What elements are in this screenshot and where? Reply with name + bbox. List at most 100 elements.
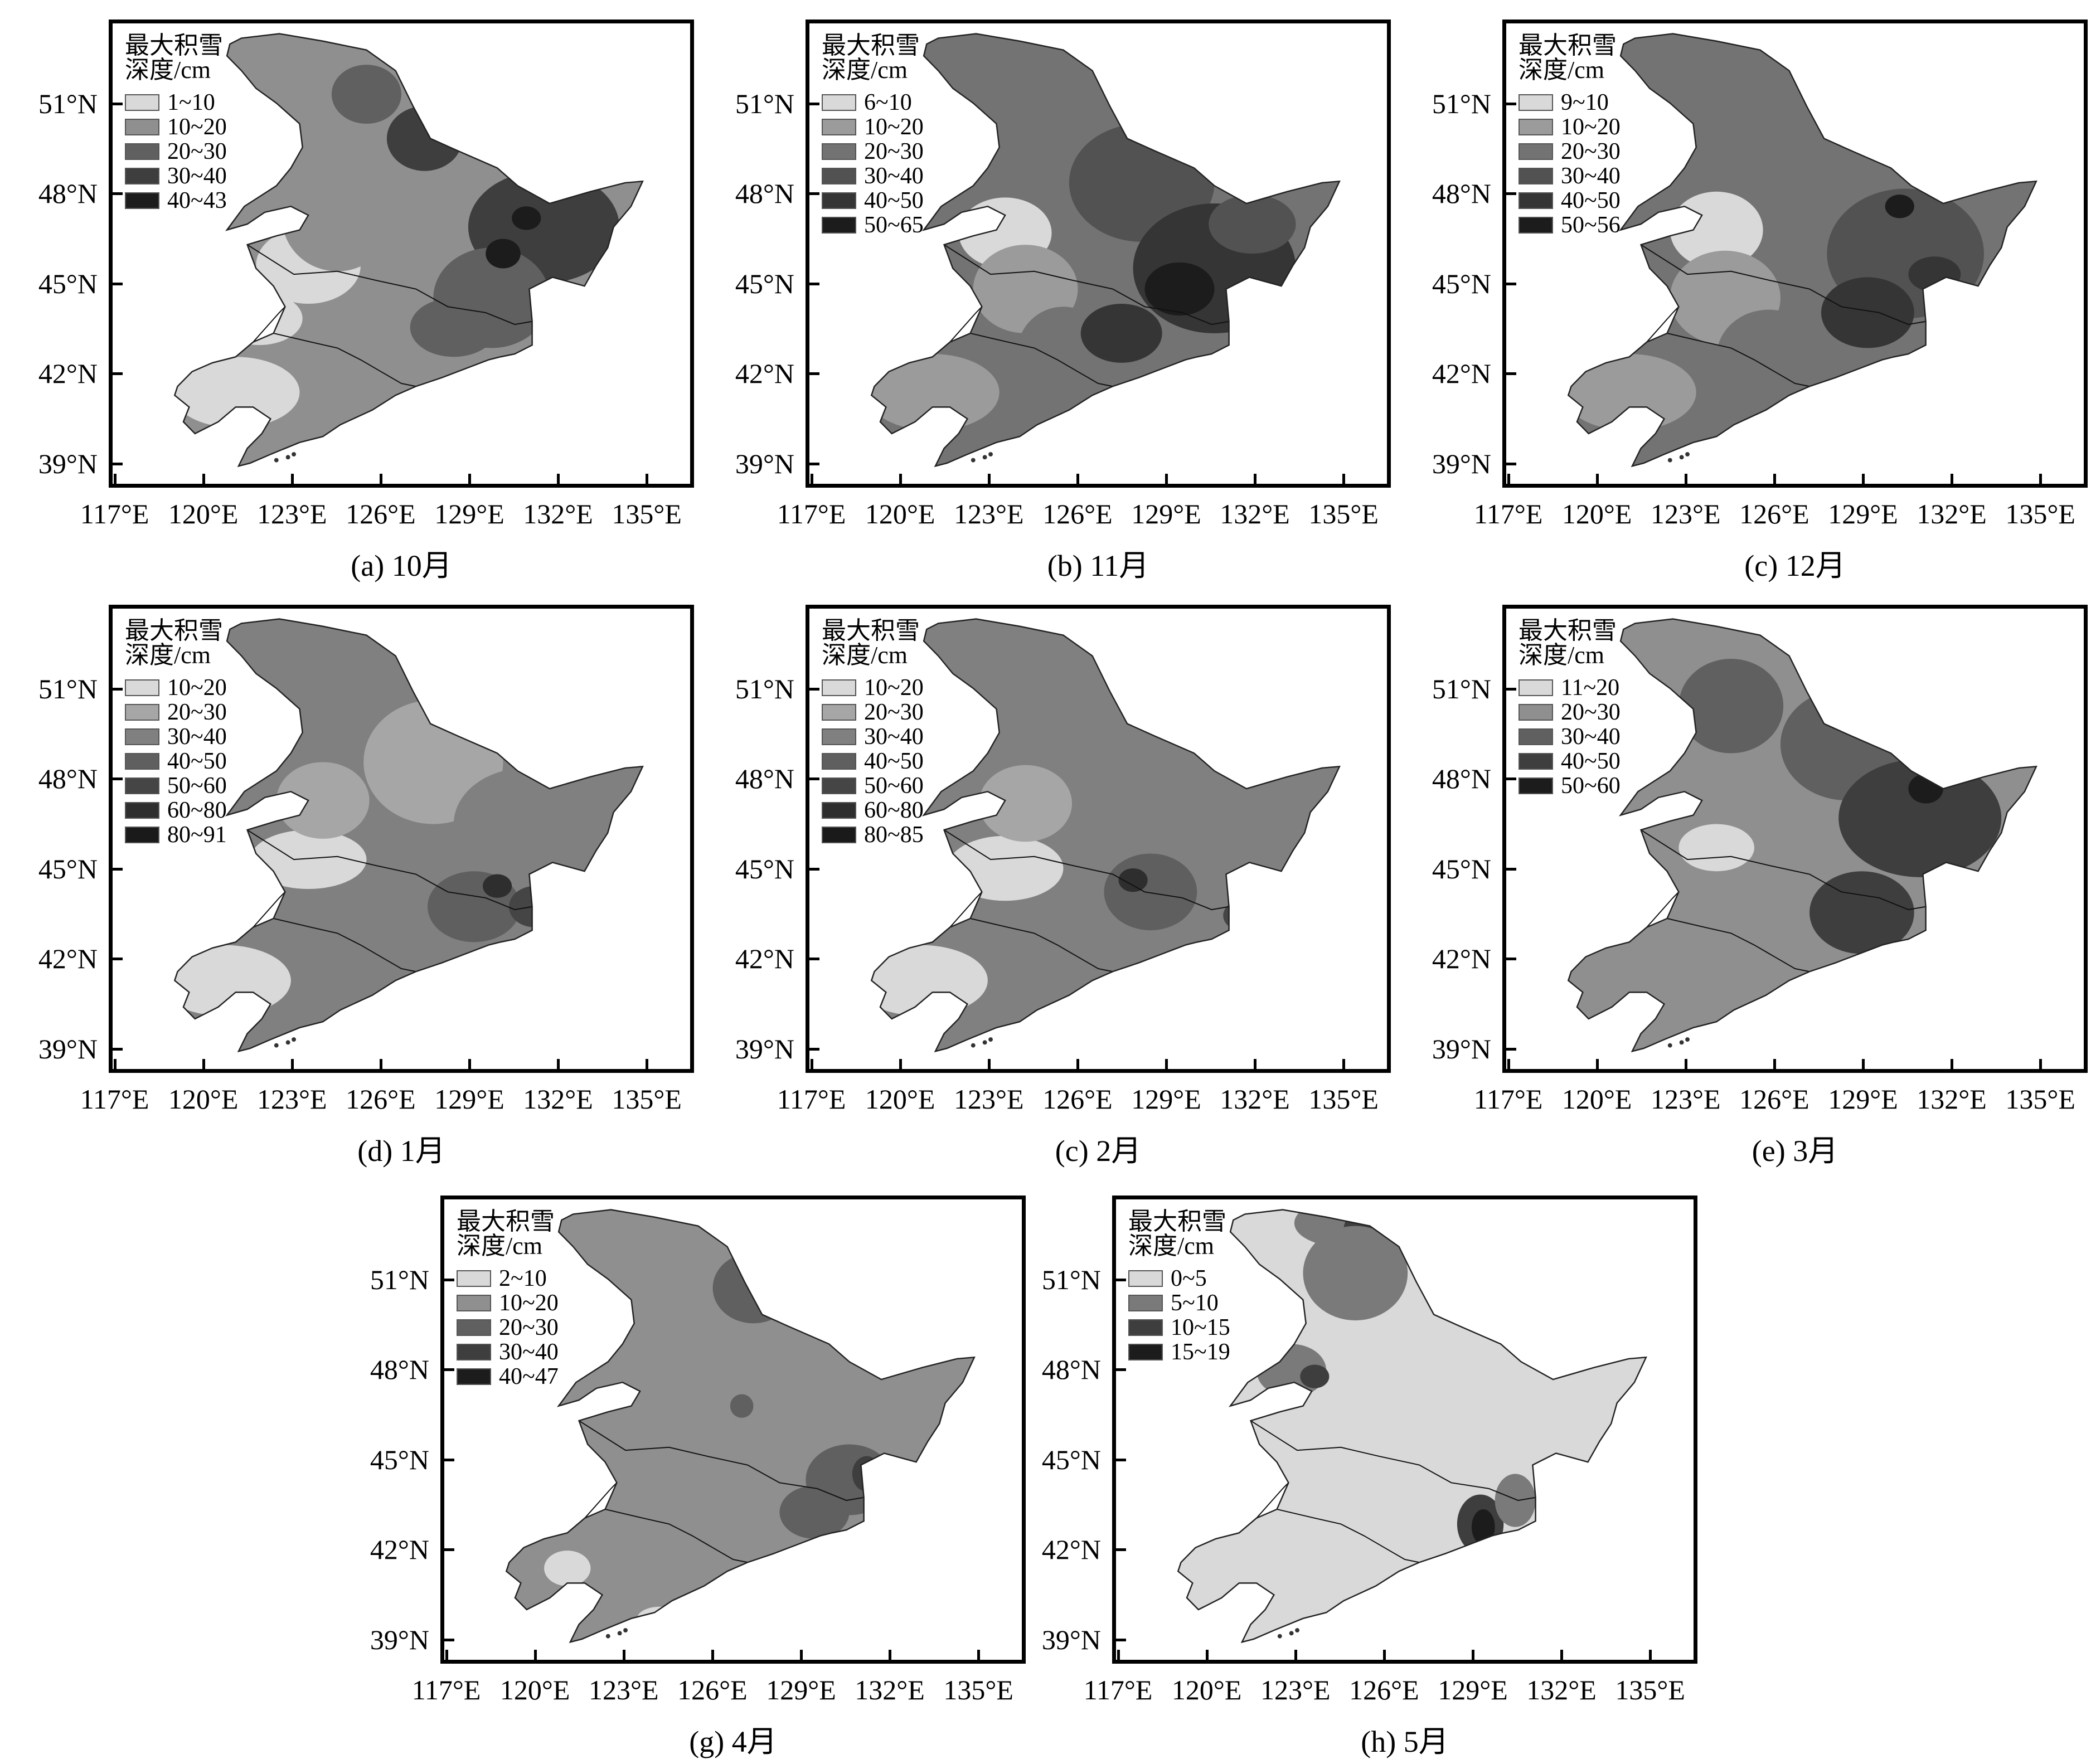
map-frame: 最大积雪 深度/cm 10~20 20~30 30~40 40~50 50~60 60~80 8… bbox=[109, 605, 694, 1073]
legend-label: 10~20 bbox=[167, 675, 227, 701]
island bbox=[1667, 1043, 1672, 1048]
legend-swatch bbox=[1128, 1295, 1163, 1311]
contour-zone bbox=[1583, 939, 1699, 1010]
y-tick-label: 39°N bbox=[735, 1033, 794, 1065]
legend-unit: 深度/cm bbox=[125, 56, 211, 84]
contour-zone bbox=[1838, 759, 2002, 877]
contour-zone bbox=[637, 1606, 684, 1631]
island bbox=[1289, 1631, 1294, 1636]
x-tick-mark bbox=[1076, 1059, 1079, 1069]
legend-swatch bbox=[457, 1319, 491, 1336]
legend-item: 50~60 bbox=[1518, 774, 1621, 798]
legend-swatch bbox=[822, 168, 856, 184]
region-fill bbox=[871, 33, 1340, 466]
x-tick-mark bbox=[1076, 474, 1079, 484]
y-tick-mark bbox=[113, 958, 123, 961]
x-tick-label: 117°E bbox=[80, 1083, 149, 1115]
legend-item: 10~20 bbox=[822, 115, 924, 139]
contour-zone bbox=[532, 903, 556, 927]
x-tick-label: 132°E bbox=[1220, 1083, 1290, 1115]
panel-caption: (a) 10月 bbox=[351, 549, 452, 582]
x-tick-mark bbox=[1165, 474, 1168, 484]
contour-zone bbox=[326, 880, 413, 975]
legend-label: 60~80 bbox=[864, 798, 924, 823]
y-tick-label: 48°N bbox=[370, 1354, 429, 1386]
x-tick-mark bbox=[468, 1059, 471, 1069]
x-tick-mark bbox=[1205, 1650, 1209, 1660]
x-tick-label: 126°E bbox=[1739, 498, 1809, 529]
panel-caption: (c) 2月 bbox=[1055, 1134, 1142, 1168]
contour-zone bbox=[730, 1394, 754, 1418]
x-tick-mark bbox=[445, 1650, 448, 1660]
province-boundary bbox=[253, 306, 286, 343]
contour-zone bbox=[483, 874, 512, 898]
y-tick-mark bbox=[1116, 1278, 1126, 1281]
legend-item: 10~20 bbox=[125, 676, 227, 700]
contour-zone bbox=[544, 1551, 591, 1586]
legend-swatch bbox=[1518, 217, 1553, 234]
y-tick-label: 45°N bbox=[38, 268, 98, 299]
legend-label: 40~50 bbox=[1561, 749, 1621, 774]
y-tick-mark bbox=[1506, 372, 1516, 376]
province-boundary bbox=[579, 1420, 864, 1501]
contour-zone bbox=[486, 239, 521, 269]
legend-label: 10~20 bbox=[864, 114, 924, 140]
region-outline bbox=[173, 33, 644, 468]
y-tick-label: 42°N bbox=[1432, 943, 1491, 975]
x-tick-label: 129°E bbox=[434, 498, 504, 529]
y-tick-mark bbox=[1116, 1548, 1126, 1552]
x-tick-mark bbox=[1649, 1650, 1652, 1660]
province-boundary bbox=[949, 306, 983, 343]
x-tick-label: 129°E bbox=[1131, 498, 1201, 529]
legend: 最大积雪 深度/cm 9~10 10~20 20~30 30~40 40~50 50~56 bbox=[1518, 33, 1621, 237]
x-tick-label: 132°E bbox=[523, 1083, 593, 1115]
x-tick-label: 123°E bbox=[257, 498, 327, 529]
contour-zone bbox=[1209, 195, 1296, 254]
province-boundary bbox=[253, 891, 286, 928]
y-tick-mark bbox=[1506, 958, 1516, 961]
x-tick-label: 126°E bbox=[1739, 1083, 1809, 1115]
y-tick-mark bbox=[113, 372, 123, 376]
legend-label: 50~56 bbox=[1561, 212, 1621, 238]
y-tick-mark bbox=[809, 102, 819, 105]
contour-zone bbox=[1104, 853, 1197, 931]
legend-item: 15~19 bbox=[1128, 1340, 1230, 1364]
region-fill bbox=[506, 1209, 974, 1642]
y-tick-label: 42°N bbox=[370, 1534, 429, 1566]
y-tick-label: 51°N bbox=[1432, 88, 1491, 119]
legend-item: 20~30 bbox=[1518, 700, 1621, 725]
x-tick-mark bbox=[202, 1059, 205, 1069]
y-tick-mark bbox=[1116, 1458, 1126, 1461]
legend-label: 20~30 bbox=[864, 699, 924, 725]
x-tick-label: 132°E bbox=[523, 498, 593, 529]
legend-swatch bbox=[125, 728, 159, 745]
legend-label: 30~40 bbox=[864, 163, 924, 189]
legend-item: 40~50 bbox=[1518, 749, 1621, 774]
region-fill bbox=[1178, 1209, 1646, 1642]
legend-item: 60~80 bbox=[822, 798, 924, 823]
region-outline bbox=[1567, 618, 2037, 1053]
snow-depth-map bbox=[173, 33, 644, 468]
legend-label: 50~60 bbox=[1561, 773, 1621, 799]
x-tick-mark bbox=[1861, 474, 1865, 484]
legend-label: 20~30 bbox=[499, 1315, 559, 1340]
legend-item: 10~20 bbox=[125, 115, 227, 139]
legend-swatch bbox=[1518, 168, 1553, 184]
x-tick-mark bbox=[1165, 1059, 1168, 1069]
legend-label: 20~30 bbox=[864, 139, 924, 164]
contour-zone bbox=[1300, 1364, 1330, 1388]
legend-label: 40~50 bbox=[167, 749, 227, 774]
y-tick-mark bbox=[444, 1548, 454, 1552]
legend-swatch bbox=[125, 143, 159, 160]
y-tick-label: 45°N bbox=[1041, 1444, 1101, 1475]
island bbox=[982, 1040, 987, 1045]
x-tick-label: 123°E bbox=[1260, 1674, 1331, 1705]
x-tick-label: 117°E bbox=[1473, 1083, 1543, 1115]
x-tick-label: 129°E bbox=[766, 1674, 836, 1705]
x-tick-label: 123°E bbox=[1651, 1083, 1721, 1115]
x-tick-mark bbox=[1342, 474, 1346, 484]
snow-depth-map bbox=[1567, 33, 2037, 468]
x-tick-mark bbox=[290, 474, 294, 484]
island bbox=[285, 455, 290, 460]
x-tick-mark bbox=[899, 474, 902, 484]
